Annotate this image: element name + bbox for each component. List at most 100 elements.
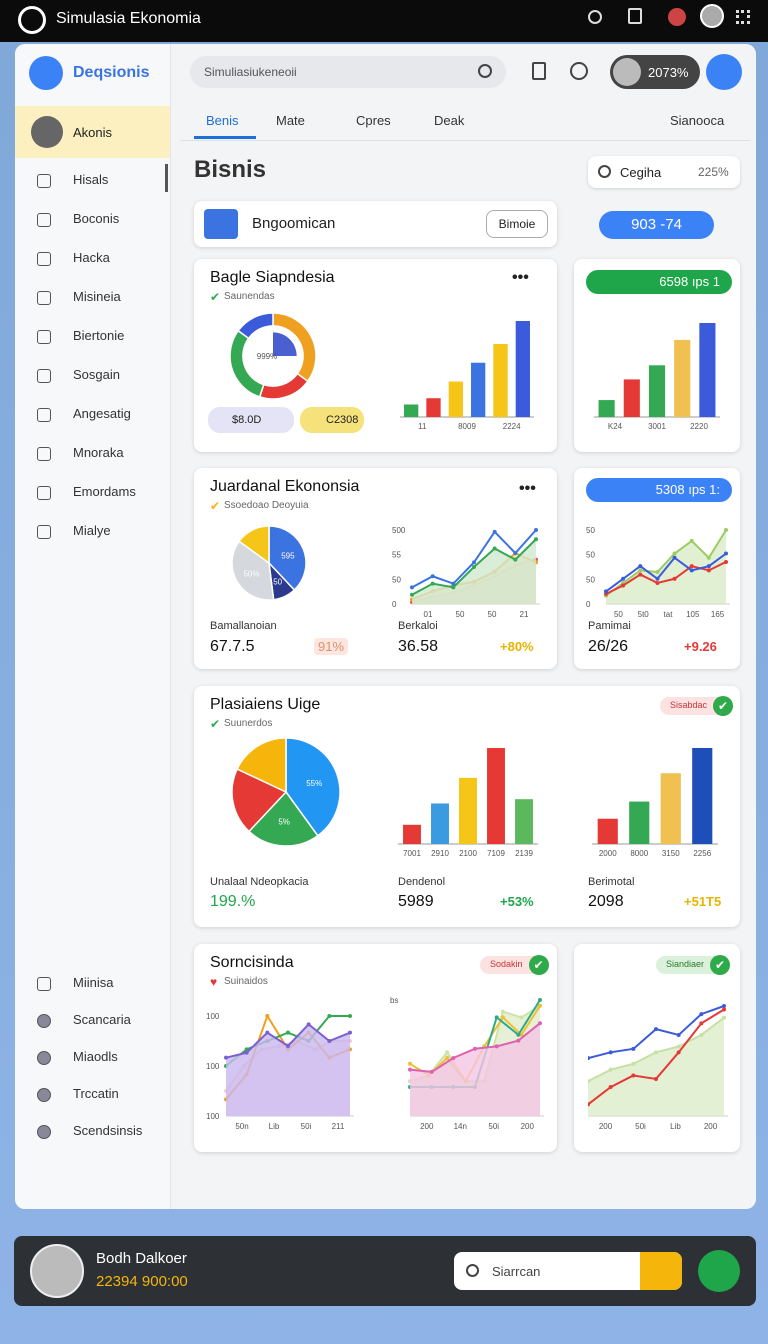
x-tick-label: 8000 — [630, 849, 648, 858]
point — [588, 1102, 590, 1107]
sidebar-item[interactable]: Scancaria — [37, 1012, 131, 1028]
banner: Bngoomican Bimoie — [194, 201, 557, 247]
chip: C2308 — [300, 407, 364, 433]
slice — [236, 737, 287, 794]
badge-text: Siandiaer — [666, 959, 705, 969]
slice — [229, 329, 265, 398]
sidebar-item[interactable]: Boconis — [37, 211, 119, 227]
slice — [268, 525, 307, 592]
avatar[interactable] — [700, 4, 724, 28]
point — [621, 576, 626, 581]
more-menu[interactable]: ••• — [519, 480, 536, 497]
stat-label: Unalaal Ndeopkacia — [210, 876, 309, 888]
sidebar-item[interactable]: Hacka — [37, 250, 110, 266]
stat-change: +9.26 — [684, 639, 717, 654]
sidebar-item[interactable]: Mnoraka — [37, 445, 124, 461]
x-tick-label: 200 — [599, 1122, 613, 1131]
y-tick-label: 0 — [392, 600, 397, 609]
y-tick-label: 100 — [206, 1012, 220, 1021]
profile-item[interactable]: Akonis — [15, 106, 170, 158]
avatar — [613, 58, 641, 86]
doc-icon[interactable] — [628, 8, 642, 24]
point — [513, 557, 518, 562]
search-icon[interactable] — [588, 10, 602, 24]
sidebar-item[interactable]: Mialye — [37, 523, 111, 539]
point — [451, 585, 456, 590]
point — [588, 1079, 590, 1084]
slice-label: 50% — [243, 569, 259, 578]
stat-change: 91% — [314, 638, 349, 655]
point — [534, 528, 538, 532]
bar — [459, 777, 477, 844]
search-text: Simuliasiukeneoii — [204, 65, 297, 79]
sidebar-item[interactable]: Sosgain — [37, 367, 120, 383]
bar — [426, 398, 441, 417]
point — [306, 1022, 311, 1027]
sidebar-item[interactable]: Emordams — [37, 484, 136, 500]
bell-icon[interactable] — [570, 62, 588, 80]
search-button[interactable] — [640, 1252, 682, 1290]
sidebar-item[interactable]: Hisals — [37, 172, 108, 188]
check-icon: ✔ — [528, 955, 549, 975]
item-label: Misineia — [73, 289, 121, 304]
point — [519, 1032, 524, 1037]
point — [492, 546, 497, 551]
logo — [18, 6, 46, 34]
check-icon: ✔ — [713, 696, 734, 716]
more-menu[interactable]: ••• — [512, 269, 529, 286]
y-tick-label: 55 — [392, 551, 401, 560]
footer-avatar — [30, 1244, 84, 1298]
sidebar-item[interactable]: Biertonie — [37, 328, 124, 344]
tab-indicator — [194, 136, 256, 139]
balance-chip[interactable]: 2073% — [610, 55, 700, 89]
item-label: Emordams — [73, 484, 136, 499]
profile-avatar — [31, 116, 63, 148]
status-pill[interactable]: 903 -74 — [599, 211, 714, 239]
item-label: Boconis — [73, 211, 120, 226]
tab[interactable]: Deak — [434, 113, 465, 128]
x-tick-label: 11 — [418, 422, 427, 431]
slice-label: 50 — [273, 577, 282, 586]
filter-box[interactable]: Cegiha 225% — [588, 156, 740, 188]
menu-button[interactable] — [706, 54, 742, 90]
sidebar-item[interactable]: Misineia — [37, 289, 121, 305]
point — [538, 1003, 542, 1008]
tab[interactable]: Mate — [276, 113, 305, 128]
chip: $8.0D — [208, 407, 294, 433]
bar — [692, 748, 713, 844]
banner-icon — [204, 209, 238, 239]
banner-button[interactable]: Bimoie — [486, 210, 548, 238]
sidebar-item[interactable]: Miaodls — [37, 1049, 118, 1065]
point — [265, 1030, 270, 1035]
footer-search[interactable]: Siarrcan — [454, 1252, 682, 1290]
sidebar-item[interactable]: Miinisa — [37, 975, 113, 991]
point — [676, 1032, 681, 1037]
point — [608, 1085, 613, 1090]
tab[interactable]: Benis — [206, 113, 239, 128]
item-icon — [37, 1050, 51, 1065]
user-tab[interactable]: Sianooca — [670, 113, 725, 128]
point — [327, 1039, 332, 1043]
bar-chart: 7001 2910 2100 7109 2139 — [398, 748, 538, 858]
stat-label: Pamimai — [588, 620, 631, 632]
point — [534, 537, 538, 542]
x-tick-label: 14n — [454, 1122, 467, 1131]
bar — [515, 799, 533, 844]
tab[interactable]: Cpres — [356, 113, 391, 128]
sidebar-item[interactable]: Trccatin — [37, 1086, 119, 1102]
sidebar-item[interactable]: Scendsinsis — [37, 1123, 142, 1139]
point — [676, 1050, 681, 1055]
item-icon — [37, 290, 51, 305]
badge-text: Sisabdac — [670, 700, 708, 710]
card-subtitle: Suunerdos — [224, 718, 273, 729]
apps-button[interactable] — [698, 1250, 740, 1292]
x-tick-label: 01 — [424, 610, 433, 619]
item-icon — [37, 524, 51, 539]
phone-icon[interactable] — [532, 62, 546, 80]
search-bar[interactable]: Simuliasiukeneoii — [190, 56, 506, 88]
x-tick-label: 200 — [420, 1122, 434, 1131]
check-icon: ✔ — [210, 290, 221, 304]
grid-icon[interactable] — [736, 10, 750, 24]
app-icon[interactable] — [668, 8, 686, 26]
sidebar-item[interactable]: Angesatig — [37, 406, 131, 422]
